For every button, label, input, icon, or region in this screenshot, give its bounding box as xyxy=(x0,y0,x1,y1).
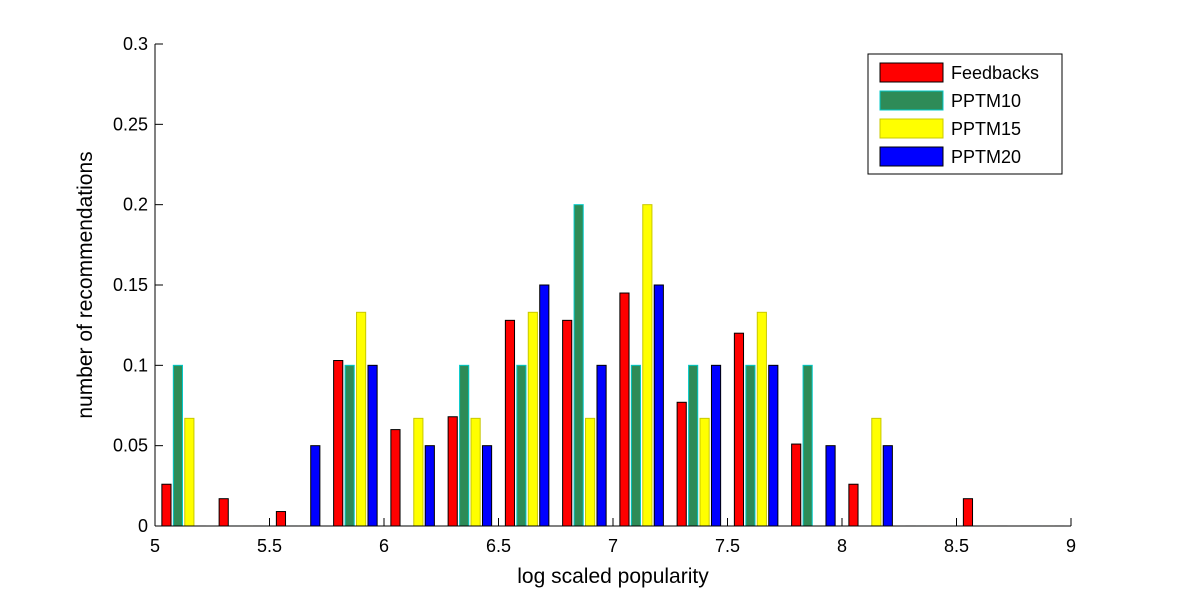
bar-feedbacks-2 xyxy=(276,512,285,526)
legend-label-feedbacks: Feedbacks xyxy=(951,63,1039,83)
x-axis-label: log scaled popularity xyxy=(517,565,709,588)
x-tick-label: 7.5 xyxy=(715,536,740,556)
y-tick-label: 0.1 xyxy=(123,355,148,375)
legend-swatch-pptm15 xyxy=(880,119,943,138)
bar-feedbacks-5 xyxy=(448,417,457,526)
bar-pptm15-3 xyxy=(357,312,366,526)
x-tick-label: 8 xyxy=(837,536,847,556)
bar-feedbacks-12 xyxy=(849,484,858,526)
bar-pptm10-5 xyxy=(460,365,469,526)
y-tick-label: 0.15 xyxy=(113,275,148,295)
bar-feedbacks-1 xyxy=(219,499,228,526)
y-tick-label: 0.25 xyxy=(113,114,148,134)
bar-pptm15-10 xyxy=(757,312,766,526)
legend-swatch-pptm10 xyxy=(880,91,943,110)
bar-pptm15-9 xyxy=(700,418,709,526)
x-tick-label: 5 xyxy=(150,536,160,556)
bar-feedbacks-11 xyxy=(792,444,801,526)
legend-label-pptm10: PPTM10 xyxy=(951,91,1021,111)
bar-pptm10-8 xyxy=(631,365,640,526)
bar-pptm20-9 xyxy=(711,365,720,526)
y-tick-label: 0 xyxy=(138,516,148,536)
bar-pptm20-5 xyxy=(482,446,491,526)
bars-group xyxy=(162,205,1064,526)
bar-feedbacks-9 xyxy=(677,402,686,526)
legend: Feedbacks PPTM10 PPTM15 PPTM20 xyxy=(868,54,1062,174)
bar-feedbacks-0 xyxy=(162,484,171,526)
x-tick-label: 9 xyxy=(1066,536,1076,556)
bar-pptm15-4 xyxy=(414,418,423,526)
y-tick-label: 0.05 xyxy=(113,436,148,456)
bar-pptm15-5 xyxy=(471,418,480,526)
bar-pptm20-8 xyxy=(654,285,663,526)
x-tick-label: 6.5 xyxy=(486,536,511,556)
bar-pptm15-7 xyxy=(586,418,595,526)
legend-label-pptm20: PPTM20 xyxy=(951,147,1021,167)
bar-pptm15-6 xyxy=(528,312,537,526)
y-tick-label: 0.2 xyxy=(123,195,148,215)
bar-pptm10-10 xyxy=(746,365,755,526)
y-axis-label: number of recommendations xyxy=(74,151,97,418)
bar-pptm10-11 xyxy=(803,365,812,526)
bar-pptm15-0 xyxy=(185,418,194,526)
bar-pptm15-8 xyxy=(643,205,652,526)
bar-pptm20-10 xyxy=(769,365,778,526)
legend-swatch-pptm20 xyxy=(880,147,943,166)
bar-pptm20-7 xyxy=(597,365,606,526)
bar-feedbacks-3 xyxy=(334,361,343,526)
bar-pptm10-9 xyxy=(689,365,698,526)
x-tick-label: 6 xyxy=(379,536,389,556)
legend-label-pptm15: PPTM15 xyxy=(951,119,1021,139)
y-tick-label: 0.3 xyxy=(123,34,148,54)
bar-pptm10-0 xyxy=(173,365,182,526)
bar-feedbacks-7 xyxy=(563,320,572,526)
bar-pptm10-3 xyxy=(345,365,354,526)
bar-feedbacks-14 xyxy=(963,499,972,526)
x-tick-label: 5.5 xyxy=(257,536,282,556)
bar-pptm20-12 xyxy=(883,446,892,526)
legend-swatch-feedbacks xyxy=(880,63,943,82)
bar-pptm10-6 xyxy=(517,365,526,526)
bar-feedbacks-6 xyxy=(505,320,514,526)
x-tick-label: 7 xyxy=(608,536,618,556)
bar-feedbacks-10 xyxy=(734,333,743,526)
bar-feedbacks-8 xyxy=(620,293,629,526)
bar-pptm15-12 xyxy=(872,418,881,526)
bar-pptm20-4 xyxy=(425,446,434,526)
x-tick-label: 8.5 xyxy=(944,536,969,556)
bar-feedbacks-4 xyxy=(391,430,400,526)
bar-pptm20-2 xyxy=(311,446,320,526)
bar-pptm10-7 xyxy=(574,205,583,526)
bar-pptm20-3 xyxy=(368,365,377,526)
bar-pptm20-11 xyxy=(826,446,835,526)
bar-pptm20-6 xyxy=(540,285,549,526)
